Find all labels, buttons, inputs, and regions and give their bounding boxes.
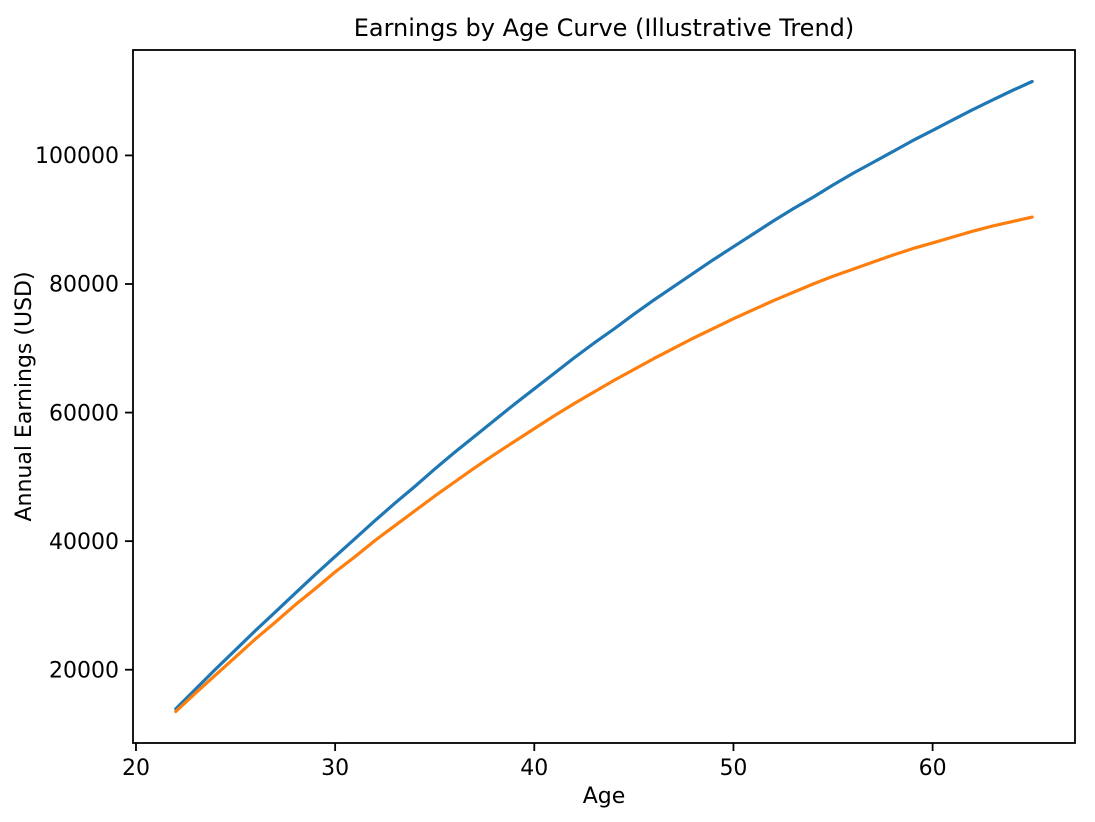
x-axis-label: Age xyxy=(583,784,626,809)
plot-border xyxy=(132,49,1076,744)
y-tick-label: 100000 xyxy=(35,144,119,169)
x-tick-label: 40 xyxy=(520,756,548,781)
y-tick-label: 60000 xyxy=(49,401,119,426)
y-tick-label: 80000 xyxy=(49,273,119,298)
x-tick-label: 60 xyxy=(919,756,947,781)
y-tick-label: 40000 xyxy=(49,530,119,555)
x-tick-label: 30 xyxy=(321,756,349,781)
series-line-series_2_orange xyxy=(174,215,1034,714)
x-tick-label: 20 xyxy=(122,756,150,781)
x-axis: 20 30 40 50 60 xyxy=(122,743,947,781)
y-tick-label: 20000 xyxy=(49,658,119,683)
series-lines xyxy=(174,79,1034,714)
series-line-series_1_blue xyxy=(174,79,1034,711)
y-axis-label: Annual Earnings (USD) xyxy=(12,271,37,521)
chart-title: Earnings by Age Curve (Illustrative Tren… xyxy=(354,14,855,42)
y-axis: 20000 40000 60000 80000 100000 xyxy=(35,144,133,683)
x-tick-label: 50 xyxy=(719,756,747,781)
